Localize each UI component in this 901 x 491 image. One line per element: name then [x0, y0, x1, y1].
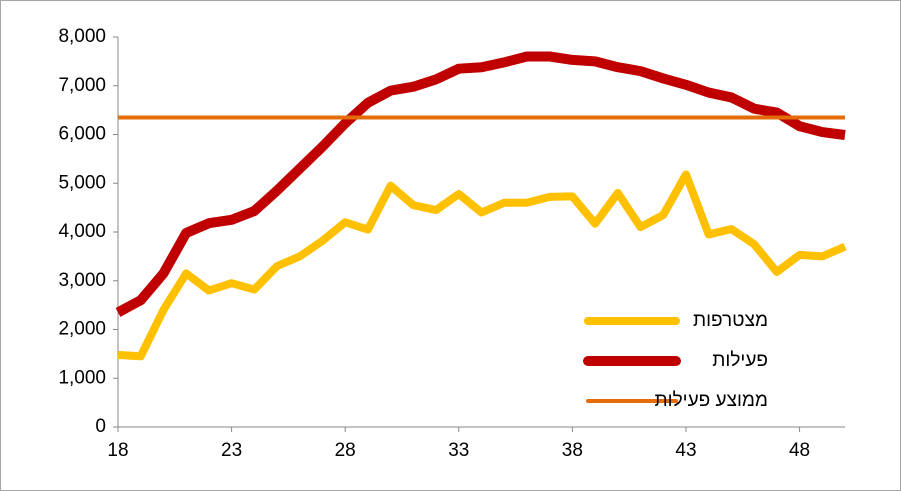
- y-tick-label: 5,000: [58, 172, 106, 193]
- legend-label: מצטרפות: [693, 310, 768, 331]
- y-tick-label: 4,000: [58, 221, 106, 242]
- x-tick-label: 18: [107, 440, 128, 461]
- x-tick-label: 38: [562, 440, 583, 461]
- legend-label: ממוצע פעילות: [655, 390, 768, 411]
- x-tick-label: 23: [221, 440, 242, 461]
- x-tick-label: 28: [335, 440, 356, 461]
- y-tick-label: 8,000: [58, 26, 106, 47]
- y-tick-label: 7,000: [58, 75, 106, 96]
- legend-label: פעילות: [712, 350, 768, 371]
- y-tick-label: 2,000: [58, 319, 106, 340]
- series-line: [117, 170, 847, 361]
- series-line: [115, 51, 846, 317]
- y-tick-label: 3,000: [58, 270, 106, 291]
- y-tick-label: 1,000: [58, 367, 106, 388]
- y-tick-label: 0: [95, 416, 106, 437]
- x-tick-label: 43: [675, 440, 696, 461]
- x-tick-label: 33: [448, 440, 469, 461]
- y-tick-label: 6,000: [58, 124, 106, 145]
- x-tick-label: 48: [789, 440, 810, 461]
